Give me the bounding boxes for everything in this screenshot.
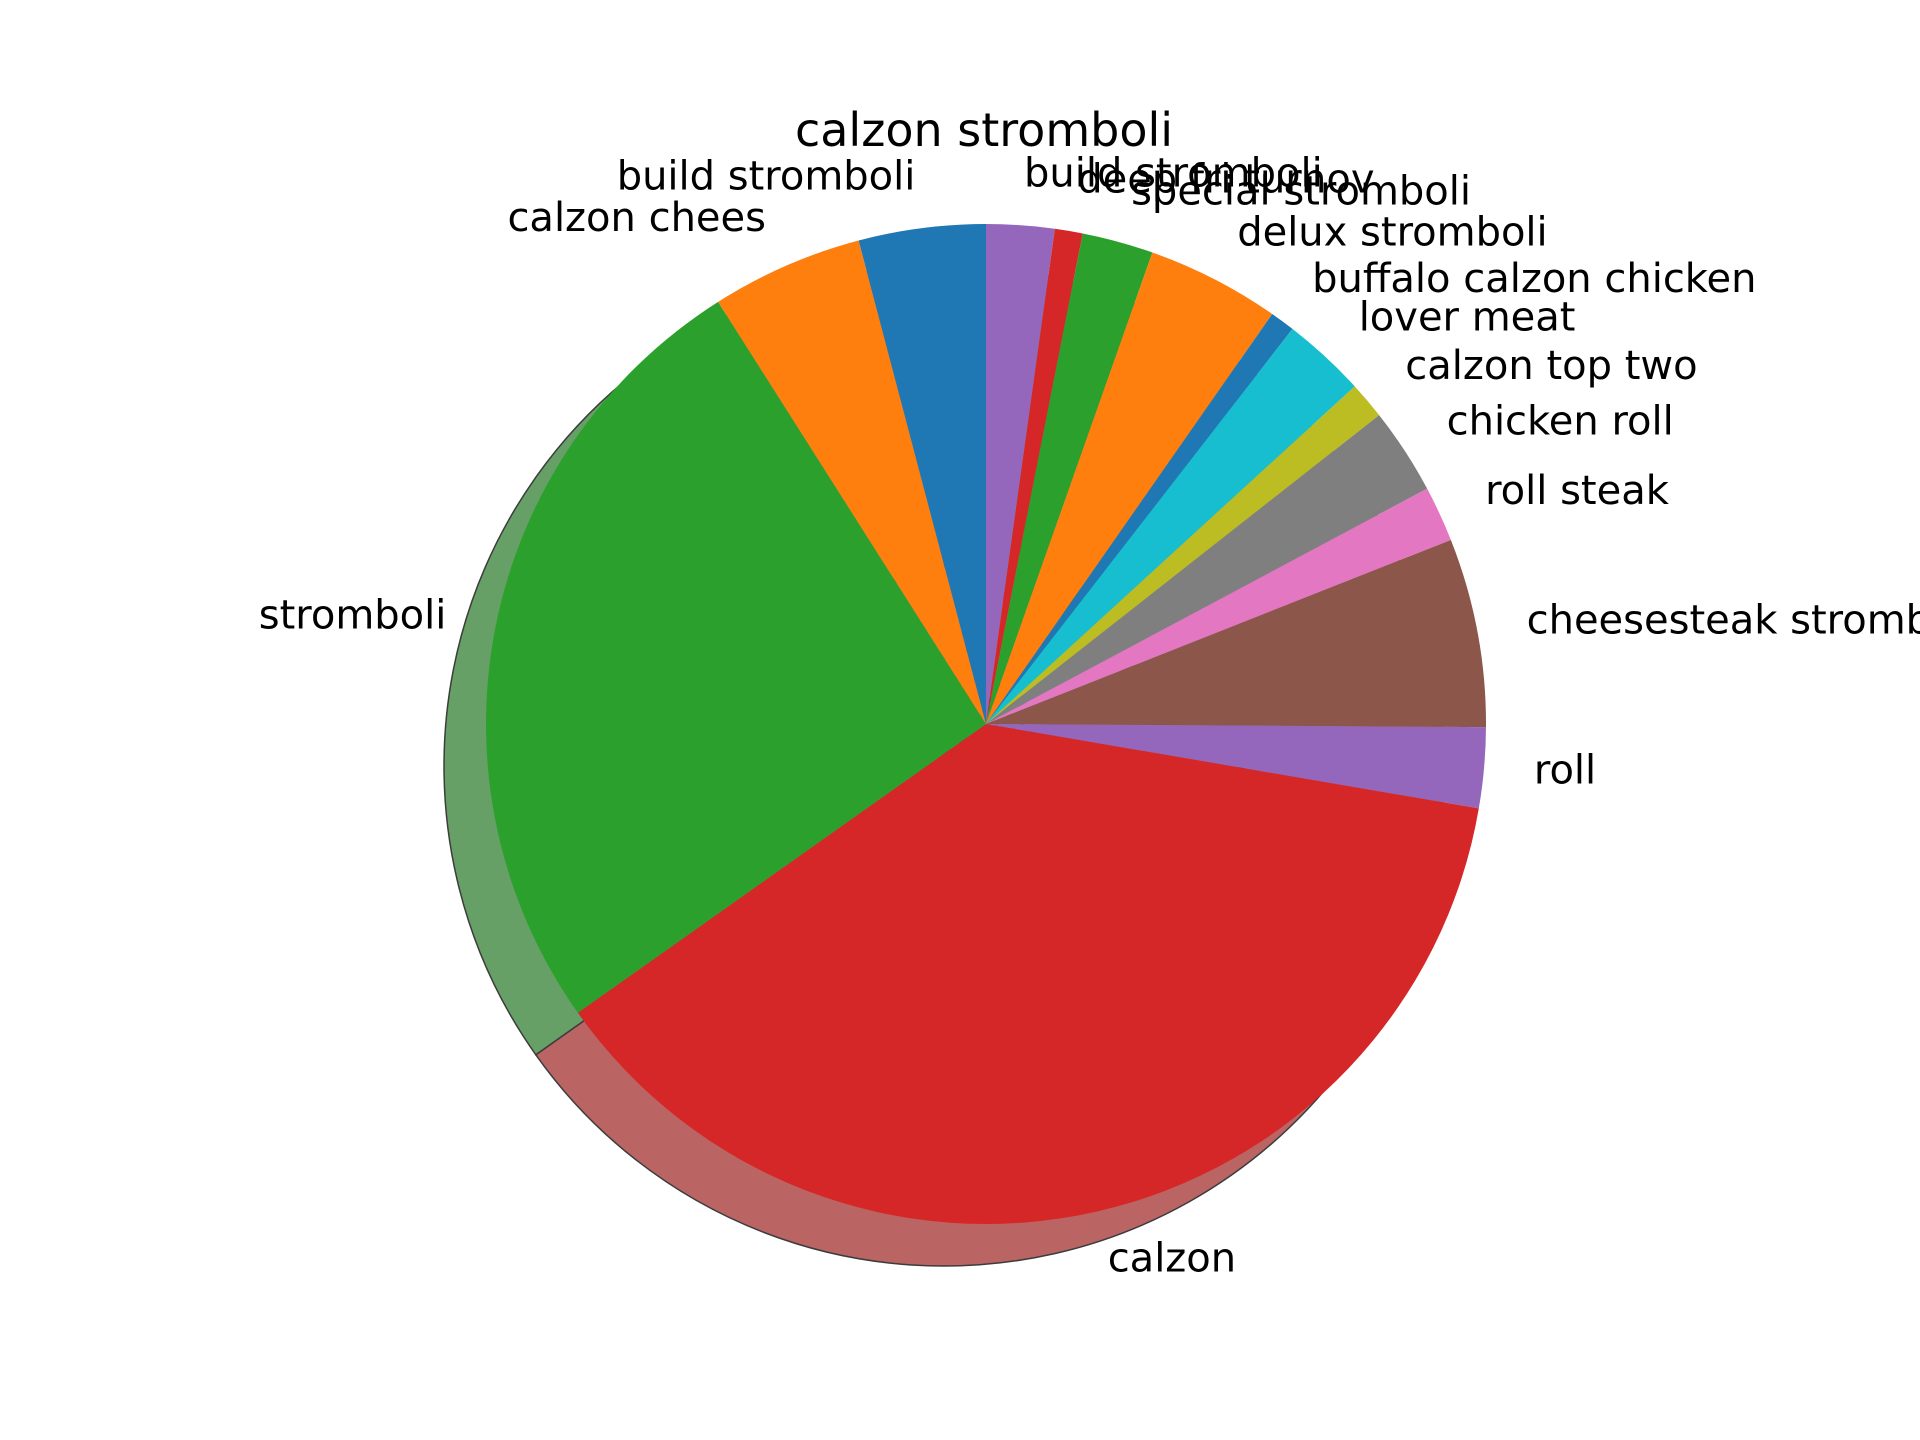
pie-slice (986, 724, 1486, 809)
pie-slice (986, 488, 1451, 724)
pie-slice (858, 224, 986, 724)
pie-slice-label: delux stromboli (1237, 210, 1547, 256)
pie-slice-label: deep fri turnov (1077, 157, 1374, 203)
pie-slice (486, 301, 986, 1013)
pie-slice-label: calzon top two (1405, 343, 1697, 389)
pie-slice (986, 328, 1355, 724)
pie-slice-label: cheesesteak stromboli (1527, 598, 1920, 644)
pie-slice-label: roll steak (1485, 468, 1670, 514)
pie-slice (986, 224, 1055, 724)
pie-slice (986, 314, 1293, 724)
pie-slice (577, 724, 1479, 1225)
pie-slice-label: roll (1534, 747, 1596, 793)
chart-title: calzon stromboli (795, 103, 1173, 157)
pie-slice-label: chicken roll (1447, 399, 1674, 445)
pie-slice (986, 228, 1083, 724)
pie-slice-label: build stromboli (617, 154, 916, 200)
pie-slice (986, 233, 1153, 724)
pie-slice (718, 240, 986, 724)
pie-slice (986, 252, 1273, 724)
pie-slice-label: buffalo calzon chicken (1312, 256, 1756, 302)
pie-slice (986, 539, 1486, 728)
pie-slices (486, 224, 1486, 1225)
pie-slice (986, 415, 1428, 724)
pie-slice-label: calzon (1108, 1235, 1236, 1281)
pie-slice-label: calzon chees (507, 195, 766, 241)
pie-slice (986, 386, 1380, 724)
pie-slice-label: stromboli (259, 593, 447, 639)
pie-slice-label: build stromboli (1024, 150, 1323, 196)
pie-slice-label: lover meat (1359, 295, 1576, 341)
pie-slice-label: special stromboli (1131, 169, 1471, 215)
